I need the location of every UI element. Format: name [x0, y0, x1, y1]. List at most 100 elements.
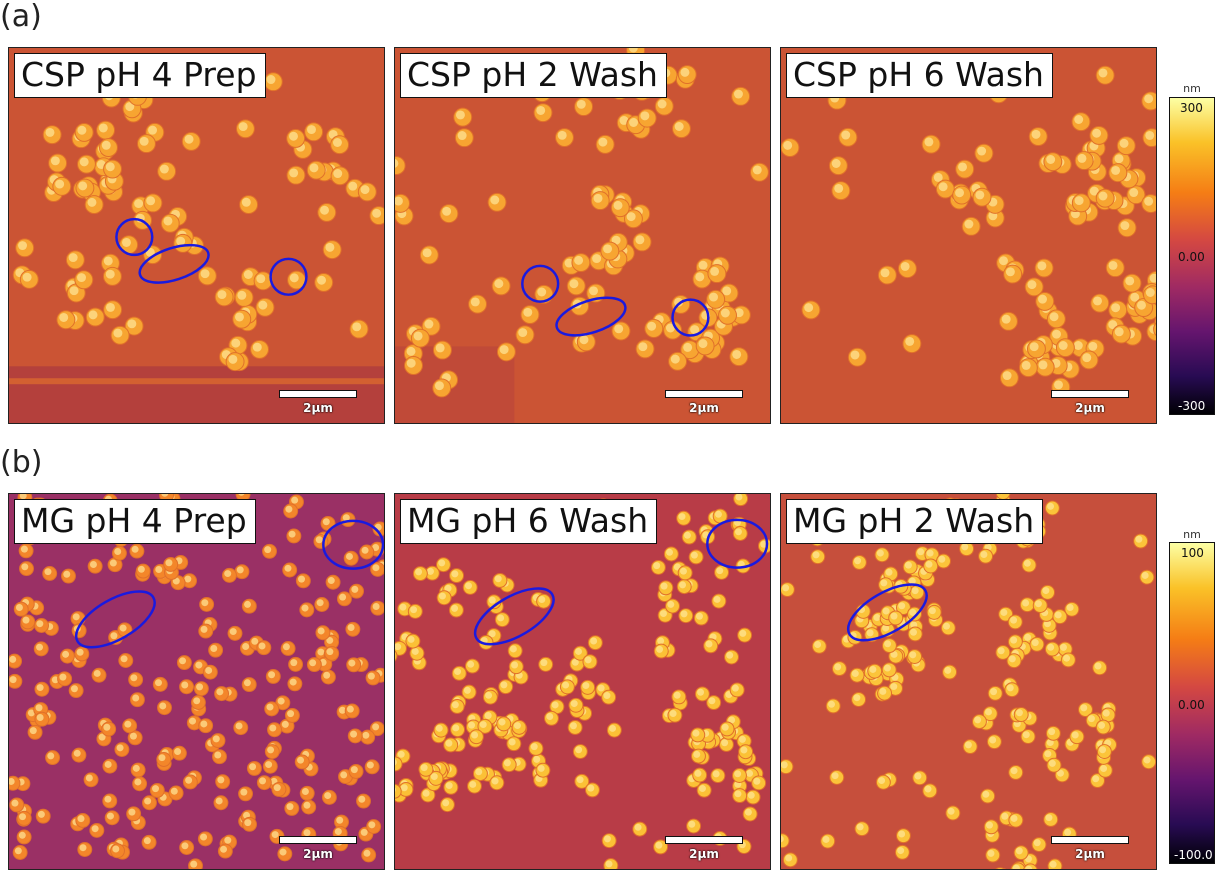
- particle-highlight: [132, 764, 140, 772]
- particle-highlight: [22, 272, 32, 282]
- particle-highlight: [536, 105, 546, 115]
- particle-highlight: [113, 328, 123, 338]
- particle-highlight: [309, 659, 317, 667]
- particle-highlight: [269, 724, 277, 732]
- particle-highlight: [690, 325, 700, 335]
- colorbar-max-label: 100: [1181, 546, 1204, 560]
- panel-title: CSP pH 4 Prep: [14, 53, 266, 98]
- particle-highlight: [1042, 587, 1050, 595]
- particle-highlight: [958, 162, 968, 172]
- particle-highlight: [163, 216, 173, 226]
- particle-highlight: [986, 821, 993, 829]
- particle-highlight: [105, 162, 115, 172]
- particle-highlight: [982, 790, 990, 798]
- particle-highlight: [1038, 360, 1048, 370]
- particle-highlight: [1149, 273, 1156, 283]
- particle-highlight: [985, 708, 992, 716]
- particle-highlight: [603, 244, 613, 254]
- particle-highlight: [890, 650, 898, 658]
- particle-highlight: [1022, 731, 1030, 739]
- afm-panel-csp-ph2-wash: CSP pH 2 Wash 2μm: [394, 47, 771, 424]
- particle-highlight: [1022, 599, 1030, 607]
- particle-highlight: [653, 562, 661, 570]
- particle-highlight: [1010, 767, 1018, 775]
- particle-highlight: [1012, 864, 1020, 869]
- colorbar-mid-label: 0.00: [1178, 698, 1205, 712]
- particle-highlight: [105, 269, 115, 279]
- particle-highlight: [1037, 261, 1047, 271]
- particle-highlight: [78, 181, 88, 191]
- particle-highlight: [497, 614, 505, 622]
- particle-highlight: [69, 286, 79, 296]
- particle-highlight: [734, 528, 742, 536]
- particle-highlight: [1108, 320, 1118, 330]
- particle-highlight: [348, 181, 358, 191]
- particle-highlight: [236, 566, 244, 574]
- particle-highlight: [360, 185, 370, 195]
- particle-highlight: [281, 720, 289, 728]
- particle-highlight: [1057, 769, 1064, 777]
- particle-highlight: [1001, 314, 1011, 324]
- particle-highlight: [256, 274, 266, 284]
- particle-highlight: [238, 122, 248, 132]
- particle-highlight: [47, 752, 55, 760]
- annotation-circles: [115, 217, 308, 296]
- particle-highlight: [879, 687, 887, 695]
- particle-highlight: [77, 125, 87, 135]
- particle-highlight: [1044, 750, 1052, 758]
- particle-highlight: [93, 669, 101, 677]
- particle-highlight: [59, 673, 67, 681]
- particle-highlight: [735, 494, 743, 501]
- particle-highlight: [1034, 600, 1042, 608]
- particle-highlight: [273, 784, 281, 792]
- particle-highlight: [205, 666, 213, 674]
- particle-highlight: [812, 551, 820, 559]
- particle-highlight: [850, 350, 860, 360]
- particle-highlight: [98, 733, 106, 741]
- particle-highlight: [217, 776, 225, 784]
- particle-highlight: [44, 568, 52, 576]
- colorbar-a: [1169, 97, 1215, 415]
- particle-highlight: [451, 701, 459, 709]
- particle-highlight: [530, 743, 538, 751]
- particle-highlight: [1047, 643, 1055, 651]
- particle-highlight: [361, 546, 369, 554]
- particle-highlight: [22, 616, 30, 624]
- particle-highlight: [1129, 188, 1139, 198]
- particle-highlight: [665, 323, 675, 333]
- particle-highlight: [131, 545, 139, 553]
- particle-highlight: [124, 720, 132, 728]
- particle-highlight: [413, 331, 423, 341]
- particle-highlight: [214, 751, 222, 759]
- particle-highlight: [883, 664, 891, 672]
- particle-highlight: [442, 206, 452, 216]
- particle-highlight: [1031, 639, 1039, 647]
- afm-height-map: [9, 48, 384, 423]
- particle-highlight: [243, 270, 253, 279]
- particle-highlight: [1001, 812, 1009, 820]
- particle-highlight: [494, 279, 504, 289]
- particle-highlight: [884, 640, 892, 648]
- particle-highlight: [1071, 731, 1079, 739]
- particle-highlight: [575, 647, 583, 655]
- particle-highlight: [200, 720, 208, 728]
- particle-highlight: [252, 342, 262, 352]
- particle-highlight: [1137, 300, 1146, 310]
- particle-highlight: [37, 810, 45, 818]
- particle-highlight: [215, 797, 223, 805]
- particle-highlight: [1080, 704, 1088, 712]
- particle-highlight: [655, 841, 663, 849]
- particle-highlight: [267, 746, 275, 754]
- particle-highlight: [14, 847, 22, 855]
- particle-highlight: [679, 581, 687, 589]
- particle-highlight: [79, 844, 87, 852]
- particle-highlight: [372, 564, 380, 572]
- panel-title: CSP pH 2 Wash: [400, 53, 667, 98]
- particle-highlight: [513, 722, 521, 730]
- particle-highlight: [878, 777, 886, 785]
- particle-highlight: [593, 193, 603, 203]
- particle-highlight: [734, 790, 742, 798]
- particle: [395, 650, 398, 662]
- particle-highlight: [422, 789, 430, 797]
- afm-height-map: [781, 494, 1156, 869]
